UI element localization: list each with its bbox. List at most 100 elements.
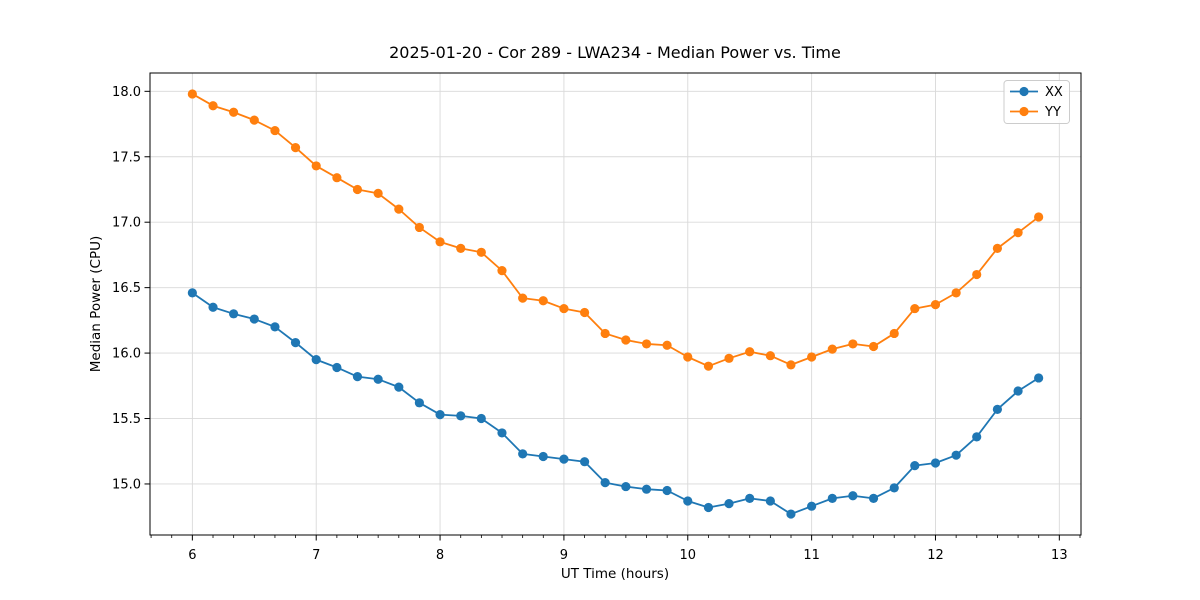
legend: XX YY [1003,80,1070,124]
data-point-XX [270,322,280,332]
data-point-XX [1034,373,1044,383]
legend-label: XX [1045,85,1063,100]
data-point-YY [910,303,920,314]
series-line-YY [191,93,1040,368]
data-point-YY [414,222,424,233]
data-point-XX [683,496,693,506]
data-point-XX [992,404,1002,414]
data-point-YY [352,184,363,195]
y-tick-label: 18.0 [112,85,141,100]
data-point-YY [290,143,301,153]
data-point-XX [352,372,363,382]
data-point-YY [930,300,941,310]
data-point-XX [249,314,259,324]
y-tick-label: 17.5 [112,150,141,165]
data-point-YY [187,89,197,99]
data-point-YY [848,339,858,349]
data-point-YY [559,303,569,314]
data-point-YY [518,293,528,303]
data-point-YY [332,173,342,183]
data-point-YY [600,328,610,339]
legend-marker [1019,86,1029,97]
data-point-XX [456,411,466,421]
data-point-XX [559,454,569,464]
data-point-YY [827,344,837,354]
data-point-YY [497,266,507,276]
data-point-YY [765,351,775,361]
data-point-YY [868,341,879,352]
data-series [187,89,1044,519]
data-point-XX [703,502,714,513]
data-point-YY [373,188,383,199]
x-tick-label: 12 [927,548,944,563]
data-point-YY [786,360,796,370]
data-point-XX [476,413,486,424]
data-point-XX [373,374,383,384]
data-point-YY [538,296,548,306]
data-point-YY [456,243,466,253]
data-point-YY [579,307,590,318]
data-point-XX [951,450,961,460]
data-point-XX [930,458,941,468]
data-point-YY [208,101,218,111]
x-tick-label: 8 [436,548,444,563]
x-tick-label: 9 [560,548,568,563]
data-point-XX [662,485,672,496]
y-tick-label: 15.0 [112,477,141,492]
data-point-XX [827,493,837,503]
data-point-YY [641,339,652,349]
data-point-YY [951,288,961,298]
data-point-XX [745,493,755,503]
y-tick-label: 15.5 [112,412,141,427]
data-point-XX [208,302,218,312]
data-point-XX [786,509,796,519]
data-point-XX [910,461,920,471]
data-point-YY [972,269,982,280]
data-point-XX [332,362,342,373]
y-tick-label: 16.5 [112,281,141,296]
data-point-YY [807,352,817,362]
data-point-YY [724,353,734,363]
x-tick-label: 10 [679,548,696,563]
data-point-YY [1013,228,1023,238]
data-point-YY [662,340,672,350]
data-point-XX [600,478,610,488]
data-point-YY [476,247,486,257]
data-point-XX [807,501,817,511]
data-point-XX [229,309,239,319]
data-point-XX [724,498,734,509]
data-point-XX [579,457,590,467]
gridlines [150,73,1081,535]
data-point-XX [1013,386,1023,396]
data-point-YY [745,347,755,357]
data-point-XX [765,496,775,506]
data-point-YY [229,107,239,117]
data-point-XX [868,493,879,503]
x-tick-label: 6 [188,548,196,563]
data-point-YY [270,125,280,136]
data-point-YY [703,361,714,371]
legend-label: YY [1044,105,1061,120]
series-line-XX [191,291,1040,515]
data-point-YY [889,328,899,339]
x-axis-label: UT Time (hours) [561,566,669,582]
data-point-XX [848,491,858,501]
data-point-XX [518,449,528,459]
y-axis-label: Median Power (CPU) [88,236,104,372]
legend-marker [1019,106,1029,117]
data-point-XX [414,398,424,408]
y-tick-label: 16.0 [112,347,141,362]
data-point-XX [972,432,982,442]
x-tick-label: 7 [312,548,320,563]
data-point-YY [394,204,404,214]
data-point-XX [497,428,507,438]
data-point-XX [641,484,652,494]
data-point-YY [683,352,693,362]
data-point-XX [621,481,631,492]
data-point-XX [538,451,548,462]
y-tick-label: 17.0 [112,216,141,231]
data-point-YY [992,243,1002,253]
data-point-YY [249,115,259,125]
data-point-YY [1034,212,1044,222]
